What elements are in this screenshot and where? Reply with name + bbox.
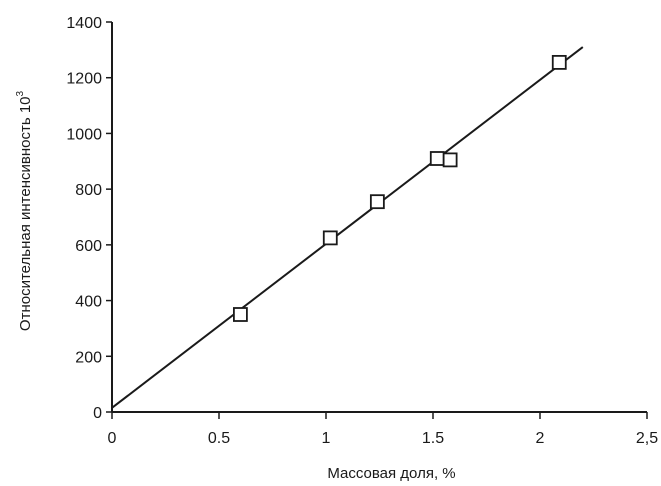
y-tick-label: 400 — [75, 294, 102, 311]
y-tick-label: 1000 — [66, 126, 102, 143]
x-tick-label: 2,5 — [636, 430, 658, 447]
data-point — [369, 194, 385, 210]
y-axis-title-superscript: 3 — [15, 90, 26, 96]
data-point — [232, 307, 248, 322]
trendline-group — [111, 46, 584, 409]
x-tick-label: 1.5 — [422, 430, 444, 447]
y-axis-title: Относительная интенсивность 103 — [15, 90, 34, 331]
x-tick-label: 0 — [108, 430, 117, 447]
y-tick-label: 600 — [75, 238, 102, 255]
y-tick-label: 0 — [93, 405, 102, 422]
x-axis-title: Массовая доля, % — [327, 465, 455, 482]
y-ticks: 0 200 400 600 800 1000 1200 1400 — [66, 15, 112, 422]
data-point — [322, 230, 338, 246]
y-axis-title-text: Относительная интенсивность 10 — [17, 96, 34, 331]
data-points — [232, 54, 567, 322]
x-tick-label: 0.5 — [208, 430, 230, 447]
axes — [111, 22, 647, 413]
x-ticks: 0 0.5 1 1.5 2 2,5 — [108, 412, 658, 447]
y-tick-label: 800 — [75, 182, 102, 199]
data-point — [551, 54, 567, 70]
data-point — [429, 151, 445, 166]
y-tick-label: 1200 — [66, 71, 102, 88]
x-tick-label: 2 — [536, 430, 545, 447]
y-tick-label: 200 — [75, 349, 102, 366]
x-tick-label: 1 — [322, 430, 331, 447]
data-point — [442, 152, 458, 168]
y-tick-label: 1400 — [66, 15, 102, 32]
trendline — [111, 46, 584, 409]
